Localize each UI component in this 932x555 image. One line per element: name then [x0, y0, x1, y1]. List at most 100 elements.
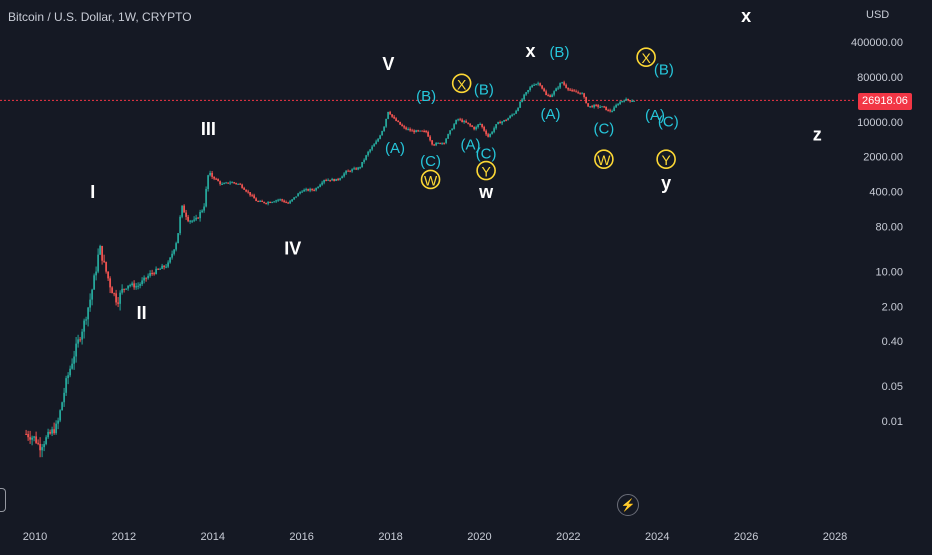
candle-body — [151, 273, 154, 275]
wave-label: y — [661, 173, 671, 193]
candle-body — [67, 375, 70, 379]
candle-body — [205, 188, 208, 207]
candle-body — [537, 83, 540, 85]
candle-body — [181, 205, 184, 217]
candle-body — [331, 179, 334, 181]
candle-body — [297, 193, 300, 197]
candle-body — [143, 277, 146, 281]
candle-body — [77, 339, 80, 344]
candle-body — [469, 123, 472, 126]
candle-body — [211, 172, 214, 177]
candle-body — [163, 265, 166, 268]
candle-body — [417, 130, 420, 132]
candle-body — [275, 200, 278, 202]
candle-body — [553, 91, 556, 95]
candle-body — [285, 202, 288, 204]
currency-label[interactable]: USD — [866, 9, 890, 21]
candle-body — [153, 273, 156, 275]
candle-body — [397, 120, 400, 122]
candle-body — [305, 189, 308, 191]
candle-body — [63, 392, 66, 403]
candle-body — [473, 126, 476, 130]
candle-body — [341, 176, 344, 179]
wave-label-circle — [656, 149, 676, 170]
wave-label: Y — [661, 152, 671, 168]
x-tick-label: 2026 — [734, 531, 758, 543]
candle-body — [425, 130, 428, 132]
y-tick-label: 0.40 — [882, 336, 903, 348]
candle-body — [229, 182, 232, 184]
candle-body — [61, 402, 64, 411]
candle-body — [251, 195, 254, 197]
candle-body — [419, 130, 422, 132]
candle-body — [471, 125, 474, 127]
candle-body — [293, 197, 296, 200]
candle-body — [99, 245, 102, 255]
candle-body — [549, 95, 552, 98]
candle-body — [121, 288, 124, 293]
candle-body — [87, 307, 90, 320]
candle-body — [563, 82, 566, 85]
candle-body — [51, 429, 54, 434]
candle-body — [389, 111, 392, 115]
candle-body — [523, 94, 526, 100]
candle-body — [225, 182, 228, 184]
candle-body — [465, 121, 468, 123]
candle-body — [415, 130, 418, 133]
candle-body — [191, 220, 194, 222]
candle-body — [301, 191, 304, 193]
candle-body — [111, 287, 114, 294]
candle-body — [531, 85, 534, 88]
candle-body — [203, 206, 206, 211]
candle-body — [515, 110, 518, 114]
candle-body — [361, 162, 364, 168]
candle-body — [311, 188, 314, 190]
candle-body — [27, 434, 30, 438]
candle-body — [511, 114, 514, 116]
candle-body — [247, 191, 250, 193]
candle-body — [407, 129, 410, 131]
candle-body — [171, 253, 174, 258]
wave-label: x — [741, 6, 751, 26]
candle-body — [255, 198, 258, 202]
candle-body — [633, 100, 636, 102]
candle-body — [573, 90, 576, 92]
candle-body — [443, 142, 446, 144]
y-tick-label: 10000.00 — [857, 117, 903, 129]
candle-body — [399, 121, 402, 125]
candle-body — [435, 142, 438, 146]
x-tick-label: 2016 — [289, 531, 313, 543]
candle-body — [627, 98, 630, 101]
candle-body — [145, 277, 148, 279]
candle-body — [55, 423, 58, 434]
candle-body — [539, 83, 542, 86]
candle-body — [593, 104, 596, 108]
candle-body — [619, 101, 622, 105]
candle-body — [283, 200, 286, 203]
candle-body — [239, 183, 242, 185]
wave-label-circle — [420, 169, 441, 190]
candle-body — [581, 93, 584, 95]
candle-body — [279, 199, 282, 201]
candle-body — [449, 130, 452, 135]
bolt-icon[interactable]: ⚡ — [617, 494, 639, 516]
candle-body — [217, 179, 220, 182]
candle-body — [529, 87, 532, 91]
wave-label: (C) — [593, 121, 614, 138]
drag-handle-icon[interactable] — [0, 488, 6, 512]
candle-body — [431, 140, 434, 145]
candle-body — [155, 268, 158, 274]
candle-body — [351, 169, 354, 172]
wave-label: X — [641, 50, 651, 66]
candle-body — [543, 88, 546, 92]
candle-body — [207, 175, 210, 189]
candle-body — [353, 168, 356, 170]
candle-body — [237, 183, 240, 185]
candle-body — [321, 182, 324, 185]
candle-body — [479, 124, 482, 126]
candle-body — [167, 262, 170, 267]
candle-body — [281, 199, 284, 201]
wave-label: W — [597, 152, 611, 168]
